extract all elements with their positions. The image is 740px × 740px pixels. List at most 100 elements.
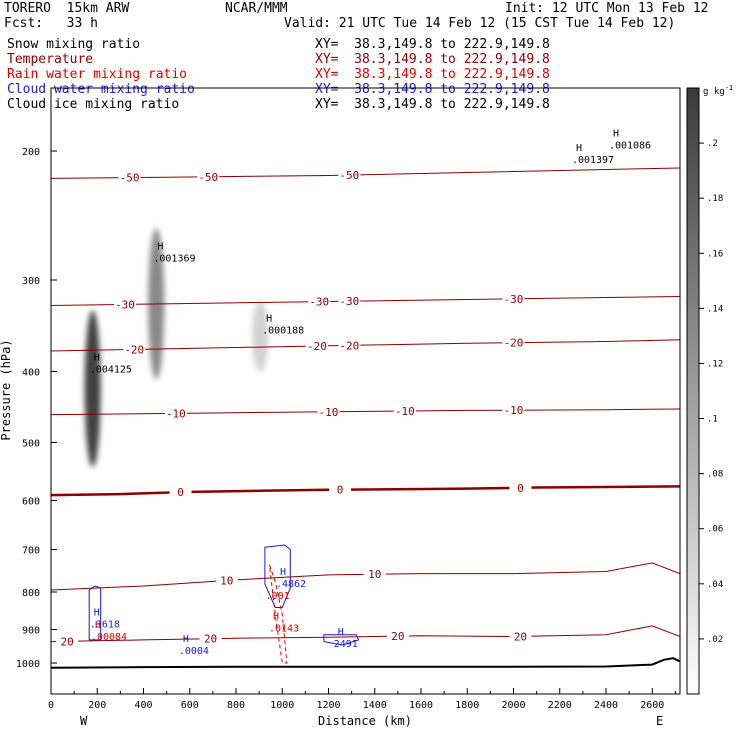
x-tick-label: 2000 xyxy=(501,700,525,711)
x-end-label-west: W xyxy=(80,714,88,728)
extrema-value: .00084 xyxy=(91,632,127,643)
colorbar-tick-label: .14 xyxy=(707,304,723,314)
temp-label: -50 xyxy=(339,169,359,182)
colorbar-tick-label: .16 xyxy=(707,249,723,259)
temp-label: -10 xyxy=(166,407,186,420)
extrema-labels: H.004125H.001369H.000188H.001397H.001086… xyxy=(90,129,651,657)
colorbar: .02 .04 .06 .08 .1 .12 .14 .16 .18 .2 g kg-1 xyxy=(686,84,733,695)
temp-contour--20 xyxy=(51,339,680,352)
temp-contour-20 xyxy=(51,625,680,643)
temp-contour--30 xyxy=(51,296,680,306)
header: TORERO 15km ARW NCAR/MMM Init: 12 UTC Mo… xyxy=(0,0,740,112)
temp-label-bg xyxy=(509,631,532,642)
x-tick-label: 1400 xyxy=(363,700,387,711)
extrema-marker: H xyxy=(183,634,189,645)
temp-label-bg xyxy=(123,344,146,355)
temp-label: -30 xyxy=(309,296,329,309)
x-tick-label: 600 xyxy=(181,700,199,711)
extrema-marker: H xyxy=(273,611,279,622)
extrema-value: .3618 xyxy=(90,620,120,631)
extrema-value: .000188 xyxy=(262,325,304,336)
temp-label: -30 xyxy=(339,295,359,308)
extrema-marker: H xyxy=(95,620,101,631)
y-axis: 200 300 400 500 600 700 800 900 1000 xyxy=(16,147,57,670)
temp-label-bg xyxy=(114,299,136,310)
x-tick-label: 1000 xyxy=(270,700,294,711)
temp-label-bg xyxy=(215,575,238,586)
forecast-hour: Fcst: 33 h xyxy=(4,16,98,31)
temp-label: 10 xyxy=(220,574,233,587)
y-tick-label: 800 xyxy=(22,588,40,599)
temp-label: 10 xyxy=(368,568,381,581)
model-title: TORERO 15km ARW xyxy=(4,1,130,16)
y-axis-title: Pressure (hPa) xyxy=(0,339,13,440)
snow-column-2 xyxy=(252,300,269,372)
x-tick-label: 200 xyxy=(88,700,106,711)
rain-contours xyxy=(269,564,288,664)
extrema-value: .001397 xyxy=(572,155,614,166)
temp-label-bg xyxy=(386,631,409,642)
extrema-marker: H xyxy=(94,608,100,619)
y-tick-label: 1000 xyxy=(16,659,40,670)
temp-label-bg xyxy=(169,487,192,498)
temp-label-bg xyxy=(393,406,416,417)
temp-label: 20 xyxy=(514,630,527,643)
temp-label: 20 xyxy=(204,633,217,646)
field-xy-rain: XY= 38.3,149.8 to 222.9,149.8 xyxy=(315,67,550,82)
cloud-water-contours xyxy=(88,544,360,646)
center-title: NCAR/MMM xyxy=(225,1,288,16)
temp-label-bg xyxy=(308,296,331,307)
colorbar-ticks: .02 .04 .06 .08 .1 .12 .14 .16 .18 .2 xyxy=(699,139,723,645)
extrema-value: .001 xyxy=(266,591,290,602)
rain-contour-0 xyxy=(269,564,288,664)
extrema-marker: H xyxy=(94,352,100,363)
field-name-temperature: Temperature xyxy=(7,52,94,67)
extrema-marker: H xyxy=(157,241,163,252)
y-tick-label: 600 xyxy=(22,496,40,507)
temp-label-bg xyxy=(338,340,361,351)
x-tick-label: 0 xyxy=(48,700,54,711)
colorbar-tick-label: .12 xyxy=(707,359,723,369)
temp-contour--10 xyxy=(51,408,680,416)
temp-label: 0 xyxy=(517,482,524,495)
temp-label: -10 xyxy=(319,406,339,419)
y-tick-label: 900 xyxy=(22,625,40,636)
colorbar-tick-label: .02 xyxy=(707,635,723,645)
extrema-value: 2491 xyxy=(334,639,358,650)
colorbar-tick-label: .06 xyxy=(707,525,723,535)
colorbar-unit: g kg-1 xyxy=(703,84,733,97)
valid-time: Valid: 21 UTC Tue 14 Feb 12 (15 CST Tue … xyxy=(284,16,676,31)
extrema-value: .004125 xyxy=(90,364,132,375)
y-tick-label: 700 xyxy=(22,546,40,557)
temp-contour--50 xyxy=(51,167,680,179)
x-axis-title: Distance (km) xyxy=(318,714,412,728)
temp-label: 0 xyxy=(177,486,184,499)
x-tick-label: 400 xyxy=(134,700,152,711)
snow-shading xyxy=(84,228,269,467)
colorbar-tick-label: .2 xyxy=(707,139,718,149)
y-tick-label: 300 xyxy=(22,276,40,287)
x-tick-label: 2400 xyxy=(594,700,618,711)
field-xy-cloud-water: XY= 38.3,149.8 to 222.9,149.8 xyxy=(315,82,550,97)
cloud-water-contour-2 xyxy=(323,634,360,646)
temp-label: -10 xyxy=(504,404,524,417)
temp-label-bg xyxy=(509,482,532,493)
extrema-marker: H xyxy=(338,627,344,638)
colorbar-gradient xyxy=(686,87,700,695)
plot-frame xyxy=(50,87,681,695)
cloud-water-contour-0 xyxy=(88,585,102,641)
extrema-value: .001086 xyxy=(609,141,651,152)
field-xy-temperature: XY= 38.3,149.8 to 222.9,149.8 xyxy=(315,52,550,67)
temp-label-bg xyxy=(56,636,79,647)
colorbar-tick-label: .04 xyxy=(707,580,723,590)
y-tick-label: 200 xyxy=(22,147,40,158)
temp-label: -20 xyxy=(124,343,144,356)
temp-label: 20 xyxy=(61,635,74,648)
extrema-marker: H xyxy=(576,143,582,154)
extrema-value: .4862 xyxy=(276,579,306,590)
cloud-water-contour-1 xyxy=(264,544,291,608)
temp-label: -20 xyxy=(504,337,524,350)
x-tick-label: 800 xyxy=(227,700,245,711)
temp-label: -10 xyxy=(395,405,415,418)
